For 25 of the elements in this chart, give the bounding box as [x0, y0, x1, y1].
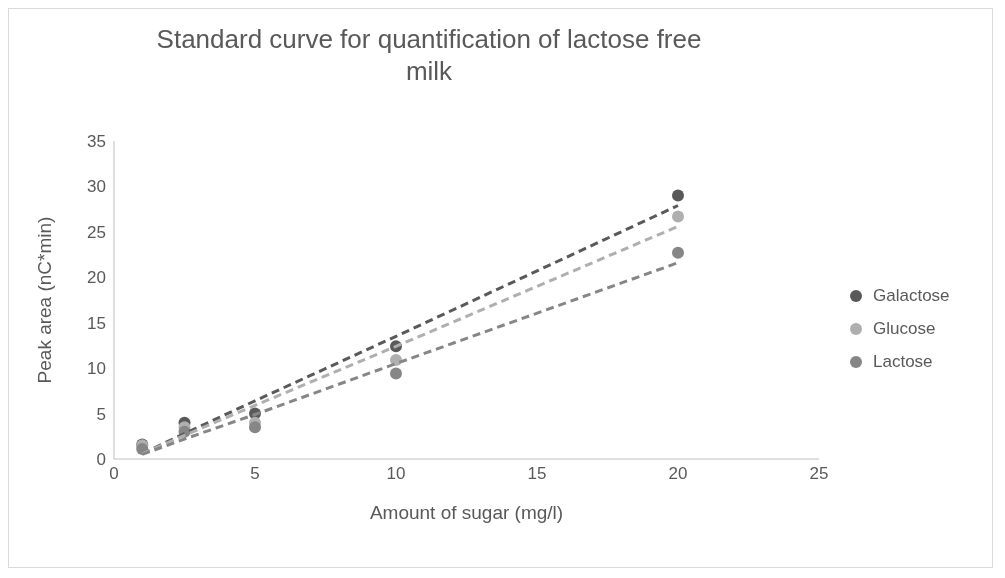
x-tick-label: 20 [668, 464, 688, 484]
y-tick-label: 30 [87, 177, 106, 197]
x-tick-label: 5 [250, 464, 260, 484]
y-tick-label: 5 [96, 404, 106, 424]
legend-label: Lactose [873, 351, 933, 372]
y-tick-label: 20 [87, 268, 106, 288]
legend-label: Galactose [873, 285, 950, 306]
legend-label: Glucose [873, 318, 936, 339]
x-tick-label: 10 [386, 464, 406, 484]
x-tick-label: 25 [809, 464, 829, 484]
y-tick-label: 0 [96, 450, 106, 470]
x-tick-label: 15 [527, 464, 547, 484]
point [249, 421, 261, 434]
chart-title: Standard curve for quantification of lactose free milk [155, 23, 703, 87]
point [672, 246, 684, 259]
point [672, 189, 684, 202]
y-axis-title: Peak area (nC*min) [33, 216, 55, 384]
y-tick-label: 15 [87, 313, 106, 333]
y-tick-label: 10 [87, 359, 106, 379]
point [390, 367, 402, 380]
point [672, 210, 684, 223]
x-tick-label: 0 [109, 464, 119, 484]
y-tick-label: 35 [87, 132, 106, 152]
x-axis-title: Amount of sugar (mg/l) [369, 502, 564, 523]
y-tick-label: 25 [87, 222, 106, 242]
